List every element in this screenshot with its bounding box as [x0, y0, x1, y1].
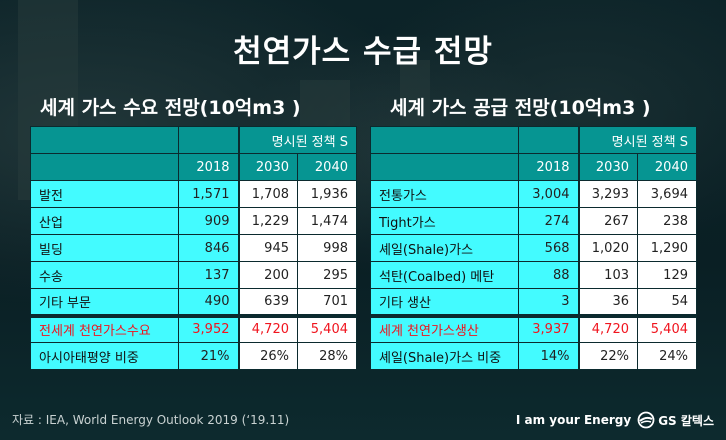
header-year: 2040	[297, 153, 357, 181]
header-year: 2030	[238, 153, 298, 181]
value-2018: 490	[178, 288, 240, 316]
value-2040: 701	[297, 288, 357, 316]
value-2018: 846	[178, 234, 240, 262]
total-2018: 3,952	[178, 313, 240, 343]
table-row: 빌딩 846 945 998	[30, 234, 357, 262]
slogan: I am your Energy	[515, 413, 632, 427]
value-2030: 639	[238, 288, 298, 316]
header-row-years: 2018 2030 2040	[30, 153, 357, 181]
value-2018: 137	[178, 261, 240, 289]
row-label: 기타 부문	[30, 288, 179, 316]
demand-table-title: 세계 가스 수요 전망(10억m3 )	[40, 97, 301, 119]
total-2040: 5,404	[297, 313, 357, 343]
total-row: 세계 천연가스생산 3,937 4,720 5,404	[370, 313, 697, 343]
header-year: 2030	[578, 153, 638, 181]
value-2030: 1,229	[238, 207, 298, 235]
share-row: 셰일(Shale)가스 비중 14% 22% 24%	[370, 342, 697, 370]
header-empty	[178, 126, 240, 154]
header-year: 2018	[518, 153, 580, 181]
source-note: 자료 : IEA, World Energy Outlook 2019 (‘19…	[12, 413, 290, 427]
total-label: 세계 천연가스생산	[370, 313, 519, 343]
header-year: 2018	[178, 153, 240, 181]
table-row: 산업 909 1,229 1,474	[30, 207, 357, 235]
share-2040: 28%	[297, 342, 357, 370]
value-2018: 568	[518, 234, 580, 262]
header-year: 2040	[637, 153, 697, 181]
header-row-scenario: 명시된 정책 S	[370, 126, 697, 154]
gs-caltex-logo-icon	[637, 411, 655, 429]
value-2018: 274	[518, 207, 580, 235]
value-2018: 88	[518, 261, 580, 289]
row-label: 기타 생산	[370, 288, 519, 316]
total-2040: 5,404	[637, 313, 697, 343]
value-2030: 267	[578, 207, 638, 235]
row-label: 석탄(Coalbed) 메탄	[370, 261, 519, 289]
share-row: 아시아태평양 비중 21% 26% 28%	[30, 342, 357, 370]
value-2030: 945	[238, 234, 298, 262]
supply-table: 명시된 정책 S 2018 2030 2040 전통가스 3,004 3,293…	[370, 126, 697, 370]
header-scenario: 명시된 정책 S	[578, 126, 697, 154]
value-2018: 909	[178, 207, 240, 235]
value-2040: 1,936	[297, 180, 357, 208]
total-2030: 4,720	[238, 313, 298, 343]
header-empty	[370, 126, 519, 154]
brand-footer: I am your Energy GS 칼텍스	[516, 411, 714, 429]
table-row: 전통가스 3,004 3,293 3,694	[370, 180, 697, 208]
row-label: 발전	[30, 180, 179, 208]
header-scenario: 명시된 정책 S	[238, 126, 357, 154]
share-2018: 14%	[518, 342, 580, 370]
value-2040: 998	[297, 234, 357, 262]
value-2040: 295	[297, 261, 357, 289]
value-2018: 1,571	[178, 180, 240, 208]
share-2040: 24%	[637, 342, 697, 370]
header-empty	[370, 153, 519, 181]
value-2040: 129	[637, 261, 697, 289]
total-2030: 4,720	[578, 313, 638, 343]
supply-table-title: 세계 가스 공급 전망(10억m3 )	[390, 97, 651, 119]
value-2040: 3,694	[637, 180, 697, 208]
table-row: 석탄(Coalbed) 메탄 88 103 129	[370, 261, 697, 289]
header-empty	[30, 126, 179, 154]
share-2030: 26%	[238, 342, 298, 370]
value-2030: 1,020	[578, 234, 638, 262]
share-label: 셰일(Shale)가스 비중	[370, 342, 519, 370]
header-row-scenario: 명시된 정책 S	[30, 126, 357, 154]
value-2040: 1,290	[637, 234, 697, 262]
header-row-years: 2018 2030 2040	[370, 153, 697, 181]
total-2018: 3,937	[518, 313, 580, 343]
share-2030: 22%	[578, 342, 638, 370]
demand-table: 명시된 정책 S 2018 2030 2040 발전 1,571 1,708 1…	[30, 126, 357, 370]
gs-caltex-logo: GS 칼텍스	[637, 411, 714, 429]
row-label: 빌딩	[30, 234, 179, 262]
table-row: 수송 137 200 295	[30, 261, 357, 289]
row-label: 수송	[30, 261, 179, 289]
value-2030: 3,293	[578, 180, 638, 208]
share-2018: 21%	[178, 342, 240, 370]
header-empty	[518, 126, 580, 154]
page-title: 천연가스 수급 전망	[233, 34, 493, 70]
table-row: 셰일(Shale)가스 568 1,020 1,290	[370, 234, 697, 262]
value-2030: 1,708	[238, 180, 298, 208]
row-label: 전통가스	[370, 180, 519, 208]
brand-name: GS 칼텍스	[658, 413, 714, 428]
table-row: Tight가스 274 267 238	[370, 207, 697, 235]
table-row: 기타 부문 490 639 701	[30, 288, 357, 316]
total-label: 전세계 천연가스수요	[30, 313, 179, 343]
table-row: 기타 생산 3 36 54	[370, 288, 697, 316]
header-empty	[30, 153, 179, 181]
value-2040: 238	[637, 207, 697, 235]
row-label: Tight가스	[370, 207, 519, 235]
value-2018: 3,004	[518, 180, 580, 208]
value-2030: 200	[238, 261, 298, 289]
share-label: 아시아태평양 비중	[30, 342, 179, 370]
table-row: 발전 1,571 1,708 1,936	[30, 180, 357, 208]
value-2030: 36	[578, 288, 638, 316]
value-2030: 103	[578, 261, 638, 289]
row-label: 산업	[30, 207, 179, 235]
row-label: 셰일(Shale)가스	[370, 234, 519, 262]
value-2040: 1,474	[297, 207, 357, 235]
value-2040: 54	[637, 288, 697, 316]
total-row: 전세계 천연가스수요 3,952 4,720 5,404	[30, 313, 357, 343]
value-2018: 3	[518, 288, 580, 316]
